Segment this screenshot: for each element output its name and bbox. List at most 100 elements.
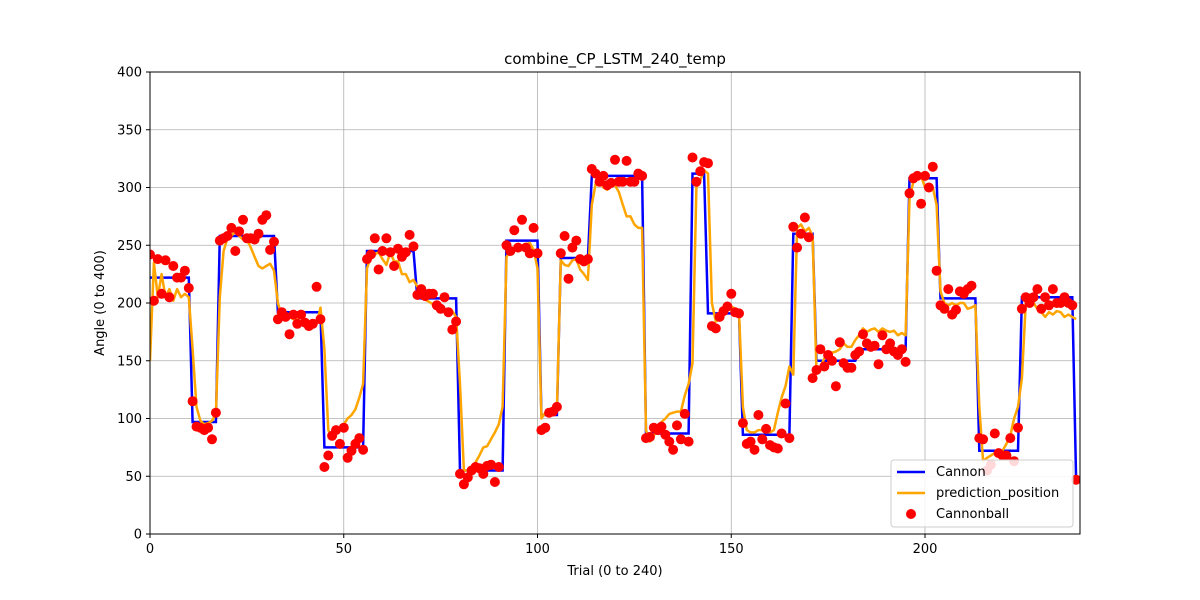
cannonball-point — [776, 428, 787, 439]
cannonball-point — [385, 247, 396, 258]
cannonball-point — [834, 337, 845, 348]
cannonball-point — [319, 462, 330, 472]
cannonball-point — [927, 161, 938, 172]
cannonball-point — [943, 284, 954, 295]
x-tick-label: 200 — [913, 542, 938, 557]
cannonball-point — [931, 265, 942, 276]
cannonball-point — [900, 356, 911, 367]
cannonball-point — [280, 311, 291, 322]
cannonball-point — [916, 198, 927, 209]
cannonball-point — [749, 444, 760, 455]
cannonball-point — [451, 316, 462, 327]
cannonball-point — [253, 228, 264, 239]
cannonball-point — [691, 176, 702, 187]
cannonball-point — [885, 338, 896, 349]
cannonball-point — [590, 168, 601, 179]
cannonball-point — [1044, 300, 1054, 311]
cannonball-point — [427, 288, 438, 299]
cannonball-point — [912, 170, 923, 181]
cannonball-point — [745, 436, 756, 447]
y-tick-label: 0 — [134, 528, 142, 543]
cannonball-point — [381, 233, 392, 244]
cannonball-point — [489, 477, 500, 487]
cannonball-point — [404, 229, 415, 240]
plot-area — [150, 152, 1080, 490]
cannonball-point — [788, 221, 799, 232]
cannonball-point — [493, 462, 504, 472]
legend-box — [890, 459, 1074, 528]
cannonball-point — [528, 222, 539, 233]
cannonball-point — [183, 283, 194, 293]
cannonball-point — [923, 182, 934, 193]
cannonball-point — [307, 318, 318, 329]
cannonball-point — [807, 373, 818, 384]
cannonball-point — [505, 246, 516, 256]
cannonball-point — [854, 346, 865, 357]
cannonball-point — [978, 434, 989, 445]
cannonball-point — [598, 170, 609, 181]
cannonball-point — [207, 434, 217, 445]
cannonball-point — [179, 265, 190, 276]
y-axis-label: Angle (0 to 400) — [93, 250, 108, 356]
cannonball-point — [447, 324, 458, 335]
cannonball-point — [334, 438, 345, 449]
cannonball-point — [734, 308, 744, 319]
cannonball-point — [951, 304, 961, 315]
cannonball-point — [621, 155, 632, 166]
cannonball-point — [637, 170, 648, 181]
cannonball-point — [513, 242, 524, 253]
cannonball-point — [966, 280, 977, 291]
cannonball-points — [150, 152, 1080, 490]
cannonball-point — [1001, 450, 1012, 461]
legend: Cannon prediction_position Cannonball — [890, 459, 1074, 528]
cannonball-point — [354, 433, 365, 444]
cannonball-point — [323, 450, 334, 461]
cannonball-point — [753, 410, 764, 420]
cannonball-point — [904, 188, 915, 199]
cannonball-point — [203, 422, 214, 433]
cannonball-point — [150, 295, 159, 306]
cannonball-point — [1047, 284, 1058, 295]
cannonball-point — [695, 166, 706, 177]
x-tick-label: 50 — [335, 542, 352, 557]
cannonball-point — [1016, 303, 1027, 314]
cannonball-point — [311, 281, 322, 292]
cannonball-point — [799, 212, 810, 223]
axis-ticks: 0 50 100 150 200 0 50 100 150 200 250 300 350 400 — [117, 66, 937, 558]
x-axis-label: Trial (0 to 240) — [566, 564, 662, 579]
cannonball-point — [524, 248, 535, 259]
cannonball-point — [683, 436, 694, 447]
cannonball-point — [439, 292, 450, 303]
y-tick-label: 250 — [117, 239, 142, 254]
y-tick-label: 300 — [117, 181, 142, 196]
cannonball-point — [846, 362, 857, 373]
cannonball-point — [296, 309, 307, 320]
cannonball-point — [710, 323, 721, 334]
cannonball-point — [896, 344, 907, 355]
cannonball-point — [377, 246, 388, 256]
cannonball-point — [292, 318, 303, 329]
cannonball-point — [803, 232, 814, 243]
cannonball-point — [393, 243, 403, 254]
y-tick-label: 100 — [117, 412, 142, 427]
cannonball-point — [509, 225, 520, 236]
cannonball-point — [629, 176, 640, 187]
y-tick-label: 200 — [117, 297, 142, 312]
legend-cannon-label: Cannon — [936, 465, 986, 480]
legend-cannonball-label: Cannonball — [936, 507, 1009, 522]
cannonball-point — [1013, 422, 1023, 433]
cannonball-point — [331, 425, 341, 436]
cannonball-point — [284, 329, 295, 340]
cannonball-point — [551, 401, 562, 412]
cannonball-point — [517, 214, 527, 225]
y-tick-label: 150 — [117, 354, 142, 369]
cannonball-point — [160, 255, 171, 266]
x-tick-label: 150 — [719, 542, 744, 557]
y-tick-label: 50 — [125, 470, 142, 485]
cannonball-point — [486, 459, 496, 470]
cannonball-point — [1028, 292, 1039, 303]
cannonball-point — [819, 361, 830, 372]
legend-cannonball-swatch — [906, 509, 916, 519]
cannonball-point — [784, 433, 795, 444]
